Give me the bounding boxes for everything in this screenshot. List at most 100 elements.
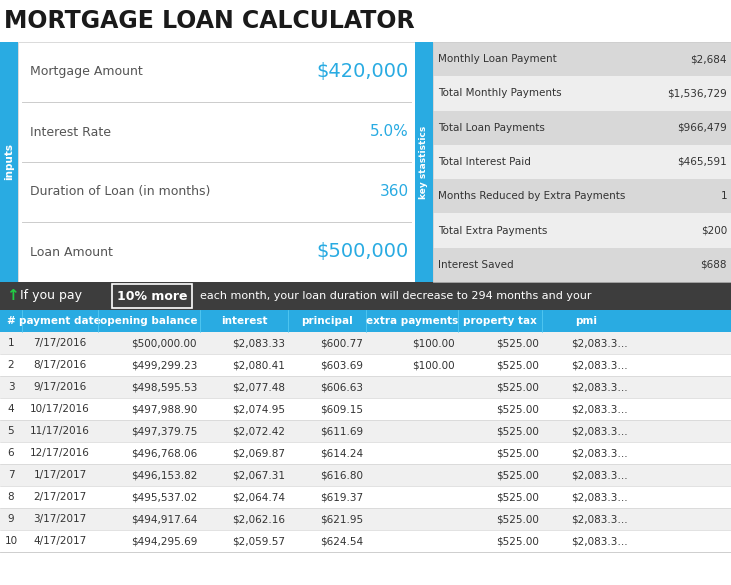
FancyBboxPatch shape [0, 0, 731, 42]
Text: $2,064.74: $2,064.74 [232, 492, 285, 502]
Text: pmi: pmi [575, 316, 597, 326]
FancyBboxPatch shape [112, 284, 192, 308]
Text: If you pay: If you pay [20, 290, 82, 302]
Text: $609.15: $609.15 [320, 404, 363, 414]
Text: $100.00: $100.00 [412, 338, 455, 348]
Text: $2,067.31: $2,067.31 [232, 470, 285, 480]
Text: $525.00: $525.00 [496, 382, 539, 392]
Text: $525.00: $525.00 [496, 492, 539, 502]
Text: $420,000: $420,000 [317, 63, 409, 81]
Text: 360: 360 [380, 184, 409, 199]
FancyBboxPatch shape [433, 42, 731, 76]
Text: inputs: inputs [4, 143, 14, 181]
Text: 1: 1 [8, 338, 15, 348]
Text: 7: 7 [8, 470, 15, 480]
Text: key stastistics: key stastistics [420, 125, 428, 199]
Text: Total Monthly Payments: Total Monthly Payments [438, 88, 561, 98]
Text: 5.0%: 5.0% [370, 125, 409, 139]
Text: 1/17/2017: 1/17/2017 [34, 470, 87, 480]
Text: $494,917.64: $494,917.64 [131, 514, 197, 524]
FancyBboxPatch shape [415, 42, 433, 282]
Text: 10/17/2016: 10/17/2016 [30, 404, 90, 414]
Text: Duration of Loan (in months): Duration of Loan (in months) [30, 185, 211, 198]
FancyBboxPatch shape [0, 332, 731, 354]
FancyBboxPatch shape [433, 145, 731, 179]
Text: 10% more: 10% more [117, 290, 187, 302]
Text: 2/17/2017: 2/17/2017 [34, 492, 87, 502]
Text: $525.00: $525.00 [496, 448, 539, 458]
Text: $498,595.53: $498,595.53 [131, 382, 197, 392]
Text: $2,083.3…: $2,083.3… [571, 470, 628, 480]
Text: $2,062.16: $2,062.16 [232, 514, 285, 524]
FancyBboxPatch shape [0, 376, 731, 398]
Text: $2,083.3…: $2,083.3… [571, 426, 628, 436]
Text: 8: 8 [8, 492, 15, 502]
Text: $2,077.48: $2,077.48 [232, 382, 285, 392]
Text: $525.00: $525.00 [496, 514, 539, 524]
Text: $525.00: $525.00 [496, 338, 539, 348]
Text: $497,988.90: $497,988.90 [131, 404, 197, 414]
Text: payment date: payment date [19, 316, 101, 326]
Text: Interest Rate: Interest Rate [30, 126, 111, 139]
FancyBboxPatch shape [0, 354, 731, 376]
Text: $525.00: $525.00 [496, 470, 539, 480]
FancyBboxPatch shape [433, 247, 731, 282]
Text: $2,083.3…: $2,083.3… [571, 338, 628, 348]
Text: Total Extra Payments: Total Extra Payments [438, 226, 548, 236]
FancyBboxPatch shape [0, 420, 731, 442]
Text: $606.63: $606.63 [320, 382, 363, 392]
Text: $603.69: $603.69 [320, 360, 363, 370]
Text: $525.00: $525.00 [496, 360, 539, 370]
Text: $2,072.42: $2,072.42 [232, 426, 285, 436]
Text: $100.00: $100.00 [412, 360, 455, 370]
FancyBboxPatch shape [0, 282, 731, 310]
Text: $2,083.3…: $2,083.3… [571, 514, 628, 524]
Text: $2,083.3…: $2,083.3… [571, 492, 628, 502]
FancyBboxPatch shape [18, 42, 415, 282]
Text: $616.80: $616.80 [320, 470, 363, 480]
Text: each month, your loan duration will decrease to 294 months and your: each month, your loan duration will decr… [200, 291, 591, 301]
Text: $496,768.06: $496,768.06 [131, 448, 197, 458]
Text: $465,591: $465,591 [677, 157, 727, 167]
Text: $2,074.95: $2,074.95 [232, 404, 285, 414]
Text: principal: principal [301, 316, 353, 326]
Text: $2,083.3…: $2,083.3… [571, 404, 628, 414]
Text: 4/17/2017: 4/17/2017 [34, 536, 87, 546]
Text: 5: 5 [8, 426, 15, 436]
Text: 4: 4 [8, 404, 15, 414]
Text: $495,537.02: $495,537.02 [131, 492, 197, 502]
Text: $2,083.3…: $2,083.3… [571, 382, 628, 392]
Text: 9/17/2016: 9/17/2016 [34, 382, 87, 392]
Text: $2,083.33: $2,083.33 [232, 338, 285, 348]
FancyBboxPatch shape [0, 310, 731, 332]
FancyBboxPatch shape [433, 76, 731, 111]
Text: $2,080.41: $2,080.41 [232, 360, 285, 370]
Text: $497,379.75: $497,379.75 [131, 426, 197, 436]
Text: #: # [7, 316, 15, 326]
Text: 3/17/2017: 3/17/2017 [34, 514, 87, 524]
Text: $624.54: $624.54 [320, 536, 363, 546]
Text: $499,299.23: $499,299.23 [131, 360, 197, 370]
FancyBboxPatch shape [0, 508, 731, 530]
Text: MORTGAGE LOAN CALCULATOR: MORTGAGE LOAN CALCULATOR [4, 9, 414, 33]
Text: $1,536,729: $1,536,729 [667, 88, 727, 98]
Text: $2,083.3…: $2,083.3… [571, 448, 628, 458]
Text: 9: 9 [8, 514, 15, 524]
Text: $600.77: $600.77 [320, 338, 363, 348]
Text: Total Interest Paid: Total Interest Paid [438, 157, 531, 167]
FancyBboxPatch shape [0, 398, 731, 420]
Text: opening balance: opening balance [100, 316, 198, 326]
Text: $2,069.87: $2,069.87 [232, 448, 285, 458]
Text: 10: 10 [4, 536, 18, 546]
FancyBboxPatch shape [0, 530, 731, 552]
FancyBboxPatch shape [0, 486, 731, 508]
Text: Months Reduced by Extra Payments: Months Reduced by Extra Payments [438, 191, 626, 201]
Text: Monthly Loan Payment: Monthly Loan Payment [438, 54, 557, 64]
Text: $2,083.3…: $2,083.3… [571, 536, 628, 546]
Text: Total Loan Payments: Total Loan Payments [438, 123, 545, 133]
Text: 11/17/2016: 11/17/2016 [30, 426, 90, 436]
Text: 7/17/2016: 7/17/2016 [34, 338, 87, 348]
Text: $500,000.00: $500,000.00 [132, 338, 197, 348]
Text: $500,000: $500,000 [317, 243, 409, 261]
FancyBboxPatch shape [0, 464, 731, 486]
